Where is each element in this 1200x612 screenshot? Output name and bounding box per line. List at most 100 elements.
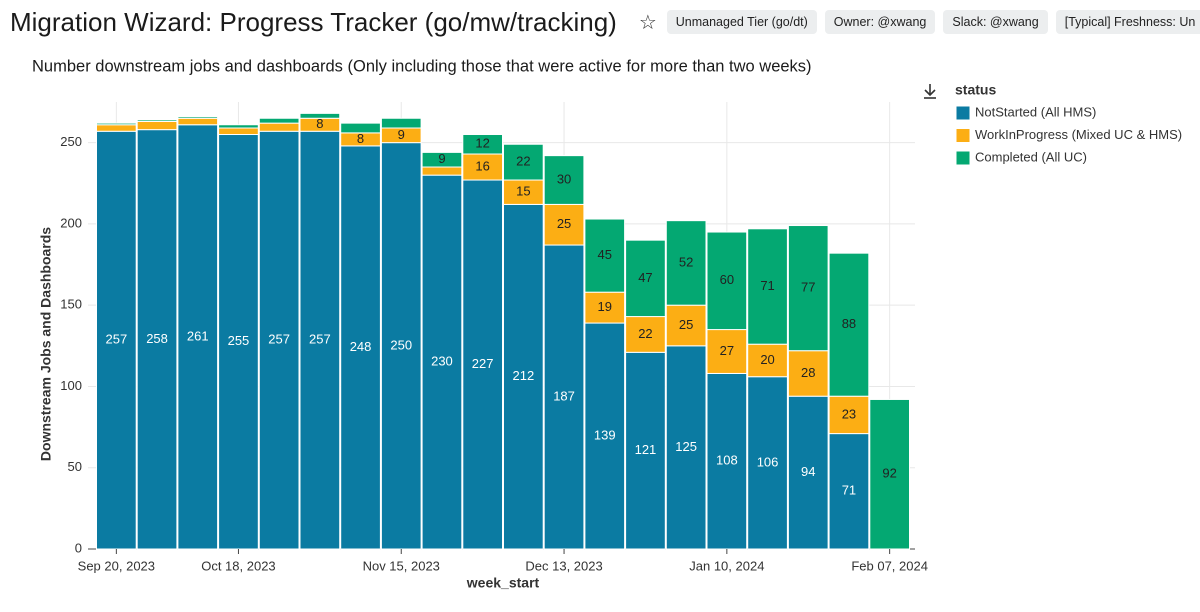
page-title: Migration Wizard: Progress Tracker (go/m… xyxy=(10,6,617,37)
legend-title: status xyxy=(955,82,996,98)
bar-value-label: 106 xyxy=(757,454,779,469)
bar-segment[interactable] xyxy=(503,179,544,205)
bar-segment[interactable] xyxy=(665,345,707,550)
legend-label[interactable]: Completed (All UC) xyxy=(975,149,1087,164)
bar-value-label: 20 xyxy=(760,352,774,367)
bar-segment[interactable] xyxy=(787,350,829,397)
bar-value-label: 139 xyxy=(594,427,616,442)
bar-segment[interactable] xyxy=(584,218,626,293)
legend-swatch[interactable] xyxy=(955,128,971,143)
bar-segment[interactable] xyxy=(380,117,422,129)
bar-value-label: 8 xyxy=(316,116,323,131)
bar-segment[interactable] xyxy=(747,376,788,550)
bar-value-label: 92 xyxy=(882,466,896,481)
bar-segment[interactable] xyxy=(218,127,259,136)
bar-value-label: 9 xyxy=(438,151,445,166)
bar-segment[interactable] xyxy=(96,130,137,550)
download-icon[interactable] xyxy=(924,84,936,99)
bar-segment[interactable] xyxy=(299,130,341,550)
bar-segment[interactable] xyxy=(96,124,137,132)
tag[interactable]: Owner: @xwang xyxy=(824,10,936,34)
bar-segment[interactable] xyxy=(218,124,259,129)
bar-segment[interactable] xyxy=(462,179,503,550)
bar-segment[interactable] xyxy=(258,122,300,132)
bar-segment[interactable] xyxy=(706,231,748,331)
bar-segment[interactable] xyxy=(828,395,870,435)
bar-segment[interactable] xyxy=(503,143,544,181)
bar-segment[interactable] xyxy=(177,117,219,126)
bar-value-label: 230 xyxy=(431,354,453,369)
y-axis-title: Downstream Jobs and Dashboards xyxy=(38,227,54,461)
legend-label[interactable]: NotStarted (All HMS) xyxy=(975,104,1096,119)
bar-value-label: 257 xyxy=(105,332,127,347)
bar-value-label: 187 xyxy=(553,388,575,403)
bar-segment[interactable] xyxy=(380,142,422,550)
bar-segment[interactable] xyxy=(543,244,585,550)
chart-title: Number downstream jobs and dashboards (O… xyxy=(32,57,812,75)
bar-value-label: 257 xyxy=(309,332,331,347)
bar-segment[interactable] xyxy=(177,116,219,119)
bar-segment[interactable] xyxy=(747,343,788,378)
bar-segment[interactable] xyxy=(421,151,463,168)
bar-value-label: 71 xyxy=(842,483,856,498)
favorite-star[interactable]: ☆ xyxy=(638,11,657,34)
bar-value-label: 23 xyxy=(842,406,856,421)
bar-segment[interactable] xyxy=(787,225,829,352)
bar-segment[interactable] xyxy=(299,112,341,119)
bar-value-label: 47 xyxy=(638,270,652,285)
y-tick-label: 150 xyxy=(60,297,82,312)
bar-value-label: 255 xyxy=(228,333,250,348)
bar-segment[interactable] xyxy=(625,351,666,550)
bar-value-label: 16 xyxy=(475,158,489,173)
bar-segment[interactable] xyxy=(787,395,829,550)
tag[interactable]: Unmanaged Tier (go/dt) xyxy=(666,10,817,34)
bar-segment[interactable] xyxy=(828,433,870,550)
bar-value-label: 248 xyxy=(350,339,372,354)
y-tick-label: 50 xyxy=(68,459,82,474)
bar-value-label: 8 xyxy=(357,131,364,146)
legend-label[interactable]: WorkInProgress (Mixed UC & HMS) xyxy=(975,127,1182,142)
bar-segment[interactable] xyxy=(828,252,870,397)
tag[interactable]: [Typical] Freshness: Un xyxy=(1055,10,1200,34)
bar-segment[interactable] xyxy=(96,122,137,126)
bar-segment[interactable] xyxy=(136,119,178,123)
bar-value-label: 250 xyxy=(390,337,412,352)
bar-segment[interactable] xyxy=(625,239,666,318)
bar-value-label: 261 xyxy=(187,328,209,343)
header: Migration Wizard: Progress Tracker (go/m… xyxy=(0,0,1200,44)
x-tick-label: Dec 13, 2023 xyxy=(525,558,602,573)
bar-segment[interactable] xyxy=(625,316,666,353)
bar-value-label: 77 xyxy=(801,280,815,295)
tag[interactable]: Slack: @xwang xyxy=(943,10,1048,34)
bar-value-label: 15 xyxy=(516,184,530,199)
bar-value-label: 9 xyxy=(398,127,405,142)
bar-segment[interactable] xyxy=(665,220,707,306)
x-tick-label: Jan 10, 2024 xyxy=(689,558,764,573)
bar-value-label: 45 xyxy=(598,247,612,262)
bar-segment[interactable] xyxy=(706,329,748,374)
chart: Number downstream jobs and dashboards (O… xyxy=(32,57,1182,590)
bar-value-label: 71 xyxy=(760,278,774,293)
y-tick-label: 200 xyxy=(60,215,82,230)
bar-segment[interactable] xyxy=(421,174,463,550)
bar-segment[interactable] xyxy=(747,228,788,345)
bar-segment[interactable] xyxy=(340,122,381,134)
legend-swatch[interactable] xyxy=(955,105,971,121)
bar-value-label: 94 xyxy=(801,464,815,479)
bar-segment[interactable] xyxy=(136,121,178,131)
bar-segment[interactable] xyxy=(258,130,300,550)
bar-segment[interactable] xyxy=(584,291,626,324)
bar-value-label: 30 xyxy=(557,171,571,186)
bar-segment[interactable] xyxy=(462,134,503,155)
bar-value-label: 19 xyxy=(598,299,612,314)
bar-segment[interactable] xyxy=(584,322,626,550)
bar-segment[interactable] xyxy=(421,166,463,176)
bar-segment[interactable] xyxy=(136,129,178,550)
bar-segment[interactable] xyxy=(503,203,544,550)
bar-segment[interactable] xyxy=(218,134,259,550)
legend-swatch[interactable] xyxy=(955,150,971,166)
bar-segment[interactable] xyxy=(258,117,300,124)
bar-segment[interactable] xyxy=(543,155,585,205)
x-tick-label: Feb 07, 2024 xyxy=(851,558,928,573)
bar-segment[interactable] xyxy=(177,124,219,550)
